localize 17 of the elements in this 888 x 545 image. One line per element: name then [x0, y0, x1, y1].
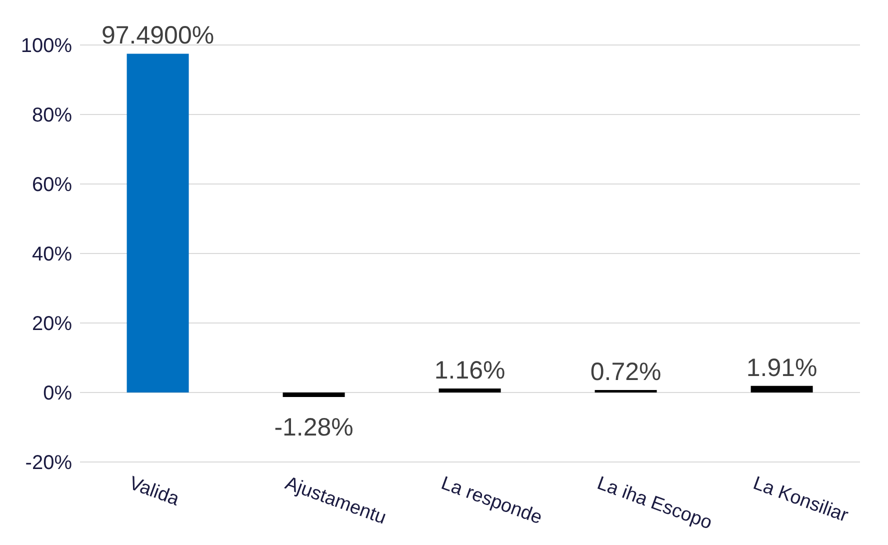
data-label: 1.16%	[434, 356, 506, 384]
y-tick-label: 60%	[32, 174, 72, 196]
y-tick-label: 20%	[32, 313, 72, 336]
bar	[750, 386, 813, 392]
bar	[126, 54, 189, 392]
y-tick-label: 80%	[32, 104, 72, 127]
y-tick-label: 40%	[32, 244, 72, 266]
data-label: 1.91%	[746, 354, 818, 382]
bar	[282, 392, 345, 397]
x-tick-label: Valida	[126, 472, 182, 510]
y-tick-label: 100%	[20, 35, 72, 58]
bar	[438, 388, 501, 392]
data-label: 0.72%	[590, 358, 662, 386]
data-label: 97.4900%	[101, 22, 214, 50]
y-tick-label: -20%	[25, 452, 72, 474]
data-label: -1.28%	[274, 413, 354, 442]
y-tick-label: 0%	[43, 382, 72, 405]
